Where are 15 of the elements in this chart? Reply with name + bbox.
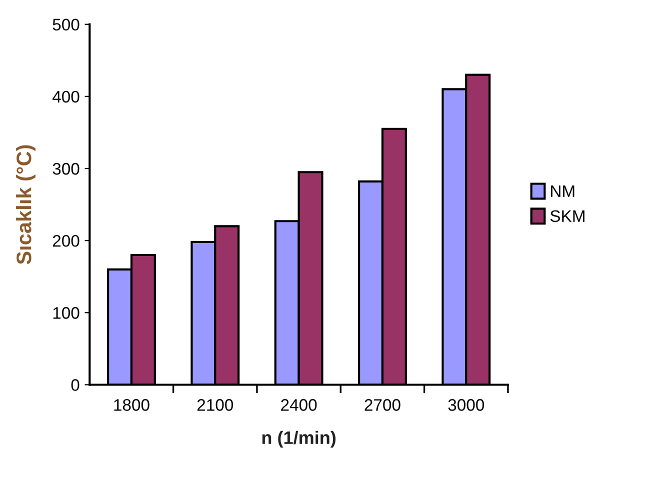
y-tick-label: 100 — [53, 307, 80, 319]
y-axis-title: Sıcaklık (°C) — [16, 145, 36, 264]
x-tick-label: 2100 — [197, 399, 234, 411]
x-tick-label: 2700 — [364, 399, 400, 411]
x-tick-label: 1800 — [114, 399, 150, 411]
y-tick-label: 300 — [52, 162, 80, 175]
y-tick-label: 0 — [71, 379, 80, 391]
x-axis-title: n (1/min) — [262, 430, 336, 448]
legend-label: NM — [551, 185, 574, 197]
x-tick-label: 2400 — [281, 399, 317, 411]
y-tick-label: 500 — [52, 18, 80, 31]
x-tick-label: 3000 — [448, 399, 484, 411]
y-tick-label: 200 — [52, 234, 80, 247]
legend-label: SKM — [550, 210, 584, 222]
y-tick-label: 400 — [52, 90, 80, 103]
